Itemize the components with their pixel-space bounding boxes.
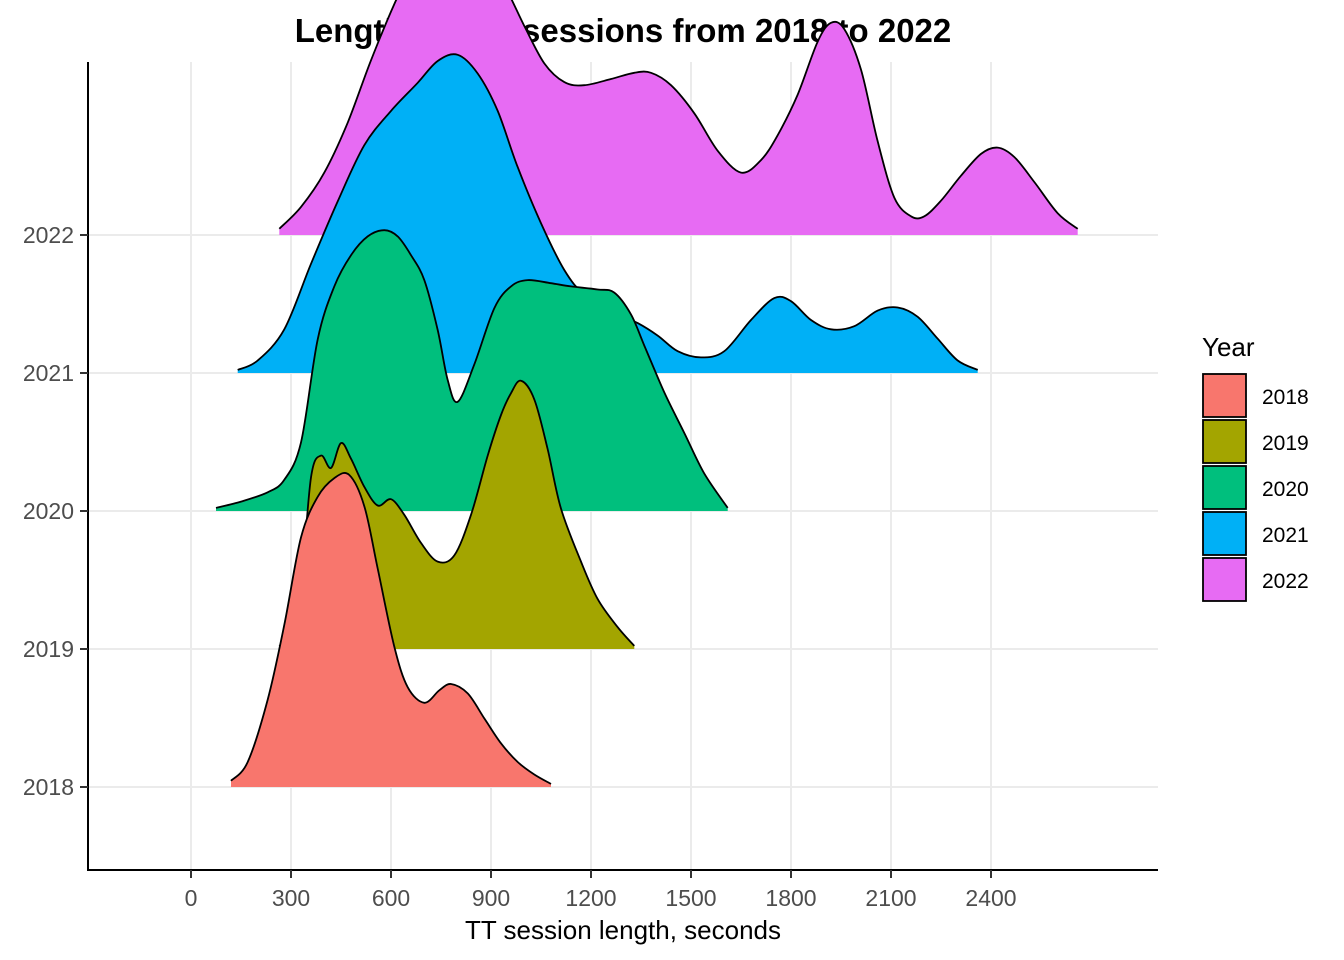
legend-swatch-2021 [1202,511,1247,556]
legend-swatch-2022 [1202,557,1247,602]
legend-label-2019: 2019 [1262,432,1309,455]
x-tick-label: 1500 [665,885,716,911]
ridge-outline-2020 [215,229,729,509]
x-tick-label: 2400 [965,885,1016,911]
legend-swatch-2019 [1202,419,1247,464]
ridge-fill-2018 [231,472,551,787]
y-tick-label: 2022 [23,222,74,248]
ridge-fill-2020 [216,230,728,511]
density-ridges [215,0,1079,787]
legend-label-2022: 2022 [1262,570,1309,593]
legend-swatch-2018 [1202,373,1247,418]
y-tick-label: 2021 [23,360,74,386]
x-tick-label: 600 [372,885,410,911]
x-axis-title: TT session length, seconds [465,915,781,945]
y-tick-label: 2019 [23,636,74,662]
legend-label-2020: 2020 [1262,478,1309,501]
y-tick-label: 2018 [23,774,74,800]
x-tick-label: 1800 [765,885,816,911]
x-tick-label: 2100 [865,885,916,911]
x-tick-label: 1200 [565,885,616,911]
x-tick-label: 0 [185,885,198,911]
ridge-outline-2019 [278,379,635,647]
legend-swatch-2020 [1202,465,1247,510]
legend: Year 2018 2019 2020 2021 2022 [1202,332,1309,602]
legend-title: Year [1202,332,1255,362]
x-tick-label: 900 [472,885,510,911]
ridge-outline-2022 [278,0,1079,230]
axes: 0 300 600 900 1200 1500 1800 2100 2400 2018 2019 20… [23,62,1158,911]
legend-label-2021: 2021 [1262,524,1309,547]
ridge-outline-2018 [230,472,552,785]
legend-label-2018: 2018 [1262,386,1309,409]
x-tick-label: 300 [272,885,310,911]
y-tick-label: 2020 [23,498,74,524]
